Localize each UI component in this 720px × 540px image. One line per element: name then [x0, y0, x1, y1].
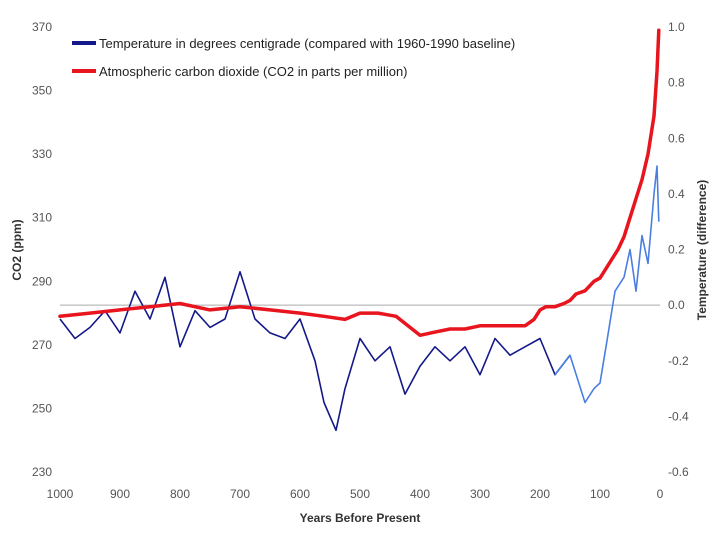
x-tick-label: 400 — [410, 487, 430, 501]
tick-layer: 1000 900 800 700 600 500 400 300 200 100 023025027… — [32, 20, 689, 501]
y-left-tick-label: 270 — [32, 338, 52, 352]
y-right-tick-label: -0.4 — [668, 409, 689, 423]
y-left-tick-label: 310 — [32, 211, 52, 225]
y-left-tick-label: 350 — [32, 84, 52, 98]
x-tick-label: 600 — [290, 487, 310, 501]
y-right-tick-label: -0.6 — [668, 465, 689, 479]
temperature-series-line — [59, 270, 571, 432]
series-layer — [58, 28, 661, 432]
y-right-tick-label: 0.8 — [668, 76, 685, 90]
x-axis-title: Years Before Present — [300, 511, 421, 525]
x-tick-label: 100 — [590, 487, 610, 501]
y-axis-title-right: Temperature (difference) — [695, 180, 709, 320]
y-axis-title-left: CO2 (ppm) — [10, 219, 24, 280]
temperature-instrumental-line — [554, 165, 660, 404]
legend-label-temperature: Temperature in degrees centigrade (compa… — [99, 36, 515, 51]
y-left-tick-label: 290 — [32, 274, 52, 288]
y-right-tick-label: 0.4 — [668, 187, 685, 201]
y-right-tick-label: 0.6 — [668, 131, 685, 145]
y-left-tick-label: 330 — [32, 147, 52, 161]
x-tick-label: 300 — [470, 487, 490, 501]
y-left-tick-label: 250 — [32, 401, 52, 415]
x-tick-label: 200 — [530, 487, 550, 501]
y-left-tick-label: 230 — [32, 465, 52, 479]
legend: Temperature in degrees centigrade (compa… — [72, 36, 515, 79]
x-tick-label: 500 — [350, 487, 370, 501]
co2-series-line — [58, 28, 661, 338]
x-tick-label: 700 — [230, 487, 250, 501]
legend-label-co2: Atmospheric carbon dioxide (CO2 in parts… — [99, 64, 408, 79]
x-tick-label: 0 — [657, 487, 664, 501]
x-tick-label: 900 — [110, 487, 130, 501]
y-right-tick-label: -0.2 — [668, 354, 689, 368]
x-tick-label: 1000 — [47, 487, 74, 501]
y-left-tick-label: 370 — [32, 20, 52, 34]
y-right-tick-label: 0.0 — [668, 298, 685, 312]
x-tick-label: 800 — [170, 487, 190, 501]
y-right-tick-label: 1.0 — [668, 20, 685, 34]
y-right-tick-label: 0.2 — [668, 243, 685, 257]
